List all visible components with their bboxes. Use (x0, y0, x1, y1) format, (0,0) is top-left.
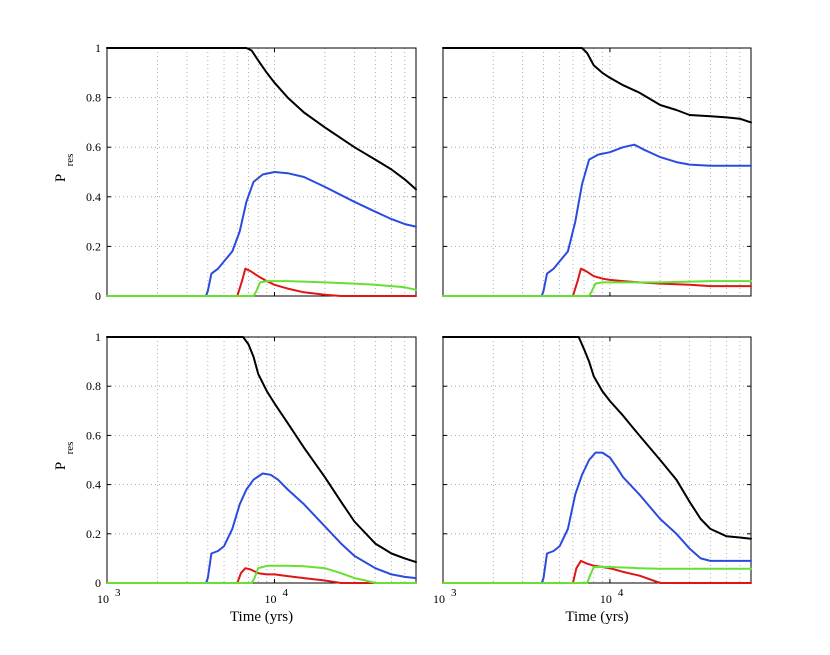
axes-frame (442, 47, 752, 297)
x-axis-label: Time (yrs) (230, 609, 293, 625)
series-line-blue (442, 451, 752, 584)
x-tick-label: 10 (433, 592, 445, 606)
y-axis-label-sub: res (64, 154, 76, 167)
x-axis-label: Time (yrs) (565, 609, 628, 625)
y-tick-label: 0.8 (86, 379, 101, 393)
y-axis-label-main: P (53, 462, 69, 470)
series-line-black (442, 47, 752, 124)
series-line-blue (442, 143, 752, 297)
x-tick-exponent: 3 (451, 587, 457, 599)
y-tick-label: 0.2 (86, 239, 101, 253)
axes-frame (106, 336, 417, 584)
y-tick-label: 0 (95, 576, 101, 590)
y-axis-label-main: P (53, 174, 69, 182)
y-tick-label: 0.4 (86, 478, 101, 492)
chart-panel-top-right (442, 47, 752, 297)
x-tick-label: 10 (600, 592, 612, 606)
series-line-red (442, 267, 752, 297)
y-tick-label: 1 (95, 330, 101, 344)
series-line-red (106, 567, 417, 584)
axes-frame (442, 336, 752, 584)
y-axis-label-sub: res (64, 442, 76, 455)
series-line-red (442, 559, 752, 584)
series-line-green (106, 564, 417, 584)
series-line-black (442, 336, 752, 540)
x-tick-label: 10 (264, 592, 276, 606)
x-tick-exponent: 4 (618, 587, 624, 599)
y-tick-label: 1 (95, 41, 101, 55)
series-line-black (106, 47, 417, 191)
y-tick-label: 0.6 (86, 140, 101, 154)
series-line-green (442, 280, 752, 297)
series-line-blue (106, 171, 417, 297)
series-line-green (442, 566, 752, 584)
y-tick-label: 0.6 (86, 428, 101, 442)
axes-frame (106, 47, 417, 297)
y-tick-label: 0.4 (86, 190, 101, 204)
y-tick-label: 0.2 (86, 527, 101, 541)
series-line-blue (106, 472, 417, 584)
series-line-green (106, 280, 417, 297)
y-tick-label: 0.8 (86, 91, 101, 105)
x-tick-exponent: 4 (282, 587, 288, 599)
x-tick-label: 10 (97, 592, 109, 606)
x-tick-exponent: 3 (115, 587, 121, 599)
chart-panel-bottom-right: 10 3 10 4 Time (yrs) (433, 336, 752, 625)
y-tick-label: 0 (95, 289, 101, 303)
series-line-black (106, 336, 417, 564)
